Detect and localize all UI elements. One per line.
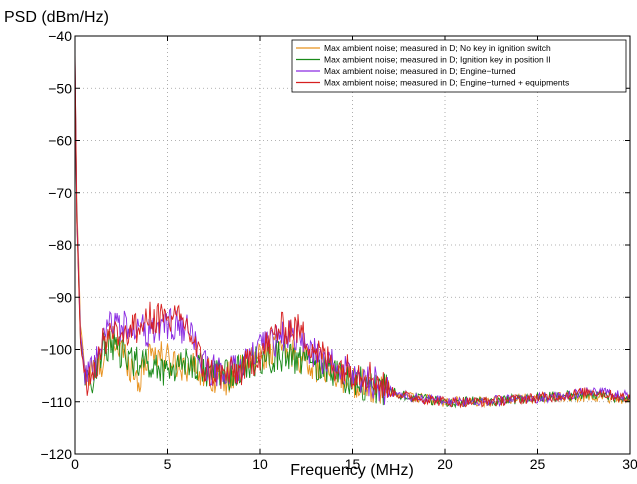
legend-entry: Max ambient noise; measured in D; Engine…: [324, 78, 569, 88]
x-axis-label: Frequency (MHz): [290, 462, 414, 479]
x-tick-label: 0: [71, 456, 79, 472]
x-tick-label: 5: [164, 456, 172, 472]
series-line: [74, 69, 631, 409]
x-tick-label: 10: [252, 456, 268, 472]
y-axis-label: PSD (dBm/Hz): [4, 9, 109, 26]
x-tick-label: 20: [437, 456, 453, 472]
axes: 0 5 10 15 20 25 30 −120 −110 −100 −90 −80 −70 −60 −50 −…: [40, 28, 637, 472]
y-tick-label: −120: [40, 446, 72, 462]
legend-entry: Max ambient noise; measured in D; Igniti…: [324, 55, 551, 65]
x-tick-label: 25: [530, 456, 546, 472]
legend-entry: Max ambient noise; measured in D; No key…: [324, 43, 551, 53]
y-tick-label: −60: [48, 133, 72, 149]
series-line: [74, 57, 631, 408]
legend-entry: Max ambient noise; measured in D; Engine…: [324, 66, 516, 76]
y-tick-label: −90: [48, 289, 72, 305]
series-line: [74, 50, 631, 409]
y-tick-label: −100: [40, 342, 72, 358]
plot-area: [75, 36, 630, 454]
y-tick-label: −80: [48, 237, 72, 253]
y-tick-label: −70: [48, 185, 72, 201]
legend-box: [291, 39, 627, 93]
y-tick-label: −50: [48, 80, 72, 96]
legend: Max ambient noise; measured in D; No key…: [291, 39, 627, 93]
y-tick-label: −110: [42, 394, 73, 410]
y-tick-label: −40: [48, 28, 72, 44]
series-lines: [74, 50, 631, 409]
x-tick-label: 15: [345, 456, 361, 472]
x-tick-label: 30: [622, 456, 637, 472]
